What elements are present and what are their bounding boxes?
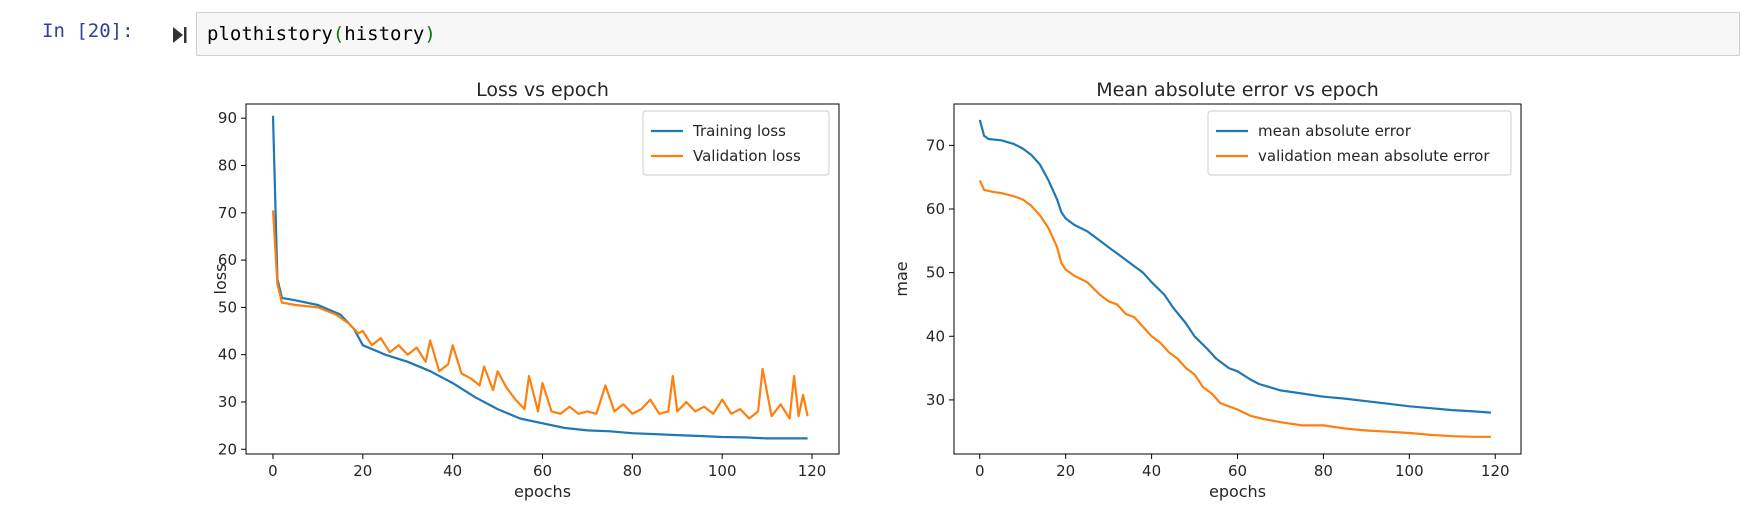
run-cell-icon[interactable] — [172, 24, 188, 46]
y-tick-label: 60 — [926, 200, 945, 218]
mae-chart: Mean absolute error vs epoch 0 20 40 60 80 100… — [892, 79, 1522, 501]
input-prompt: In [20]: — [42, 20, 134, 42]
y-tick-label: 30 — [926, 391, 945, 409]
code-open-paren: ( — [332, 23, 345, 45]
x-tick-label: 80 — [623, 462, 642, 480]
legend-label: validation mean absolute error — [1258, 147, 1490, 165]
x-tick-label: 40 — [1142, 462, 1161, 480]
x-tick-label: 20 — [1056, 462, 1075, 480]
x-tick-label: 100 — [1395, 462, 1424, 480]
y-axis-label: mae — [892, 261, 911, 296]
legend-label: Training loss — [692, 122, 786, 140]
code-line[interactable]: plothistory(history) — [207, 23, 436, 45]
y-tick-label: 50 — [926, 264, 945, 282]
y-tick-label: 40 — [926, 327, 945, 345]
x-tick-label: 60 — [533, 462, 552, 480]
chart-title: Loss vs epoch — [476, 79, 609, 101]
cell-output-area: Loss vs epoch 0 20 40 60 80 100 120 20 30 40 50 60 70… — [0, 68, 1748, 514]
x-tick-label: 60 — [1228, 462, 1247, 480]
x-tick-label: 0 — [975, 462, 985, 480]
series-line-validation-mean-absolute-error — [978, 179, 1491, 438]
legend-label: Validation loss — [693, 147, 801, 165]
y-tick-label: 80 — [218, 156, 237, 174]
x-tick-label: 100 — [708, 462, 737, 480]
y-tick-label: 40 — [218, 346, 237, 364]
x-tick-label: 120 — [798, 462, 827, 480]
loss-chart: Loss vs epoch 0 20 40 60 80 100 120 20 30 40 50 60 70… — [211, 79, 840, 501]
legend-box — [642, 110, 830, 176]
y-tick-label: 70 — [926, 136, 945, 154]
x-tick-label: 0 — [268, 462, 278, 480]
code-function-name: plothistory — [207, 23, 333, 45]
x-tick-label: 80 — [1314, 462, 1333, 480]
code-close-paren: ) — [424, 23, 436, 45]
y-tick-label: 50 — [218, 298, 237, 316]
series-line-training-loss — [271, 115, 808, 440]
legend-box — [1207, 110, 1512, 176]
code-argument: history — [344, 23, 425, 45]
y-tick-label: 90 — [218, 109, 237, 127]
x-tick-label: 20 — [353, 462, 372, 480]
y-axis-label: loss — [211, 264, 230, 295]
chart-title: Mean absolute error vs epoch — [1096, 79, 1379, 101]
y-tick-label: 60 — [218, 251, 237, 269]
series-line-validation-loss — [271, 210, 809, 420]
y-tick-label: 20 — [218, 440, 237, 458]
x-tick-label: 40 — [443, 462, 462, 480]
code-input-area[interactable]: plothistory(history) — [196, 12, 1740, 56]
legend-label: mean absolute error — [1258, 122, 1412, 140]
y-tick-label: 70 — [218, 204, 237, 222]
x-axis-label: epochs — [514, 482, 571, 501]
x-axis-label: epochs — [1209, 482, 1266, 501]
y-tick-label: 30 — [218, 393, 237, 411]
x-tick-label: 120 — [1481, 462, 1510, 480]
series-line-mean-absolute-error — [978, 119, 1491, 414]
